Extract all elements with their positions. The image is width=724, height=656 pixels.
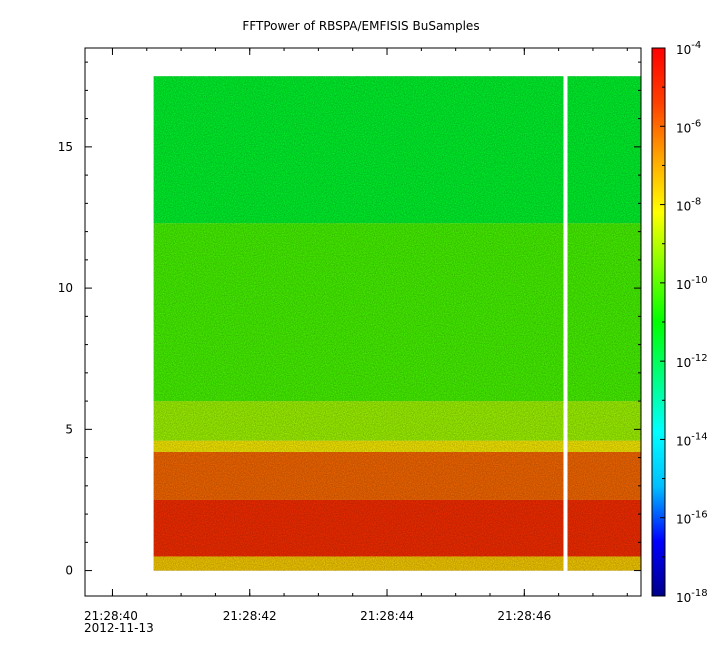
colorbar-tick-label: 10-6: [676, 118, 701, 135]
y-tick-label: 5: [65, 422, 73, 436]
x-tick-label: 21:28:46: [497, 609, 551, 623]
x-axis: 21:28:40 21:28:42 21:28:44 21:28:46: [84, 48, 628, 623]
colorbar: 10-4 10-6 10-8 10-10 10-12 10-14 10-16 10-18: [651, 40, 708, 605]
colorbar-tick-label: 10-4: [676, 40, 701, 57]
y-tick-label: 15: [58, 140, 73, 154]
chart-title: FFTPower of RBSPA/EMFISIS BuSamples: [242, 19, 479, 33]
x-tick-label: 21:28:40: [84, 609, 138, 623]
plot-area: [153, 75, 641, 572]
colorbar-tick-label: 10-8: [676, 197, 701, 214]
plot-frame: [84, 47, 642, 597]
colorbar-tick-label: 10-18: [676, 588, 708, 605]
y-axis: 0 5 10 15: [58, 61, 641, 578]
date-label: 2012-11-13: [84, 621, 154, 635]
colorbar-tick-label: 10-12: [676, 353, 708, 370]
colorbar-tick-label: 10-10: [676, 275, 708, 292]
colorbar-tick-label: 10-14: [676, 431, 708, 448]
y-tick-label: 10: [58, 281, 73, 295]
y-tick-label: 0: [65, 564, 73, 578]
data-gap: [563, 75, 568, 572]
colorbar-tick-label: 10-16: [676, 510, 708, 527]
spectrogram-noise: [153, 76, 641, 571]
x-tick-label: 21:28:42: [223, 609, 277, 623]
x-tick-label: 21:28:44: [360, 609, 414, 623]
